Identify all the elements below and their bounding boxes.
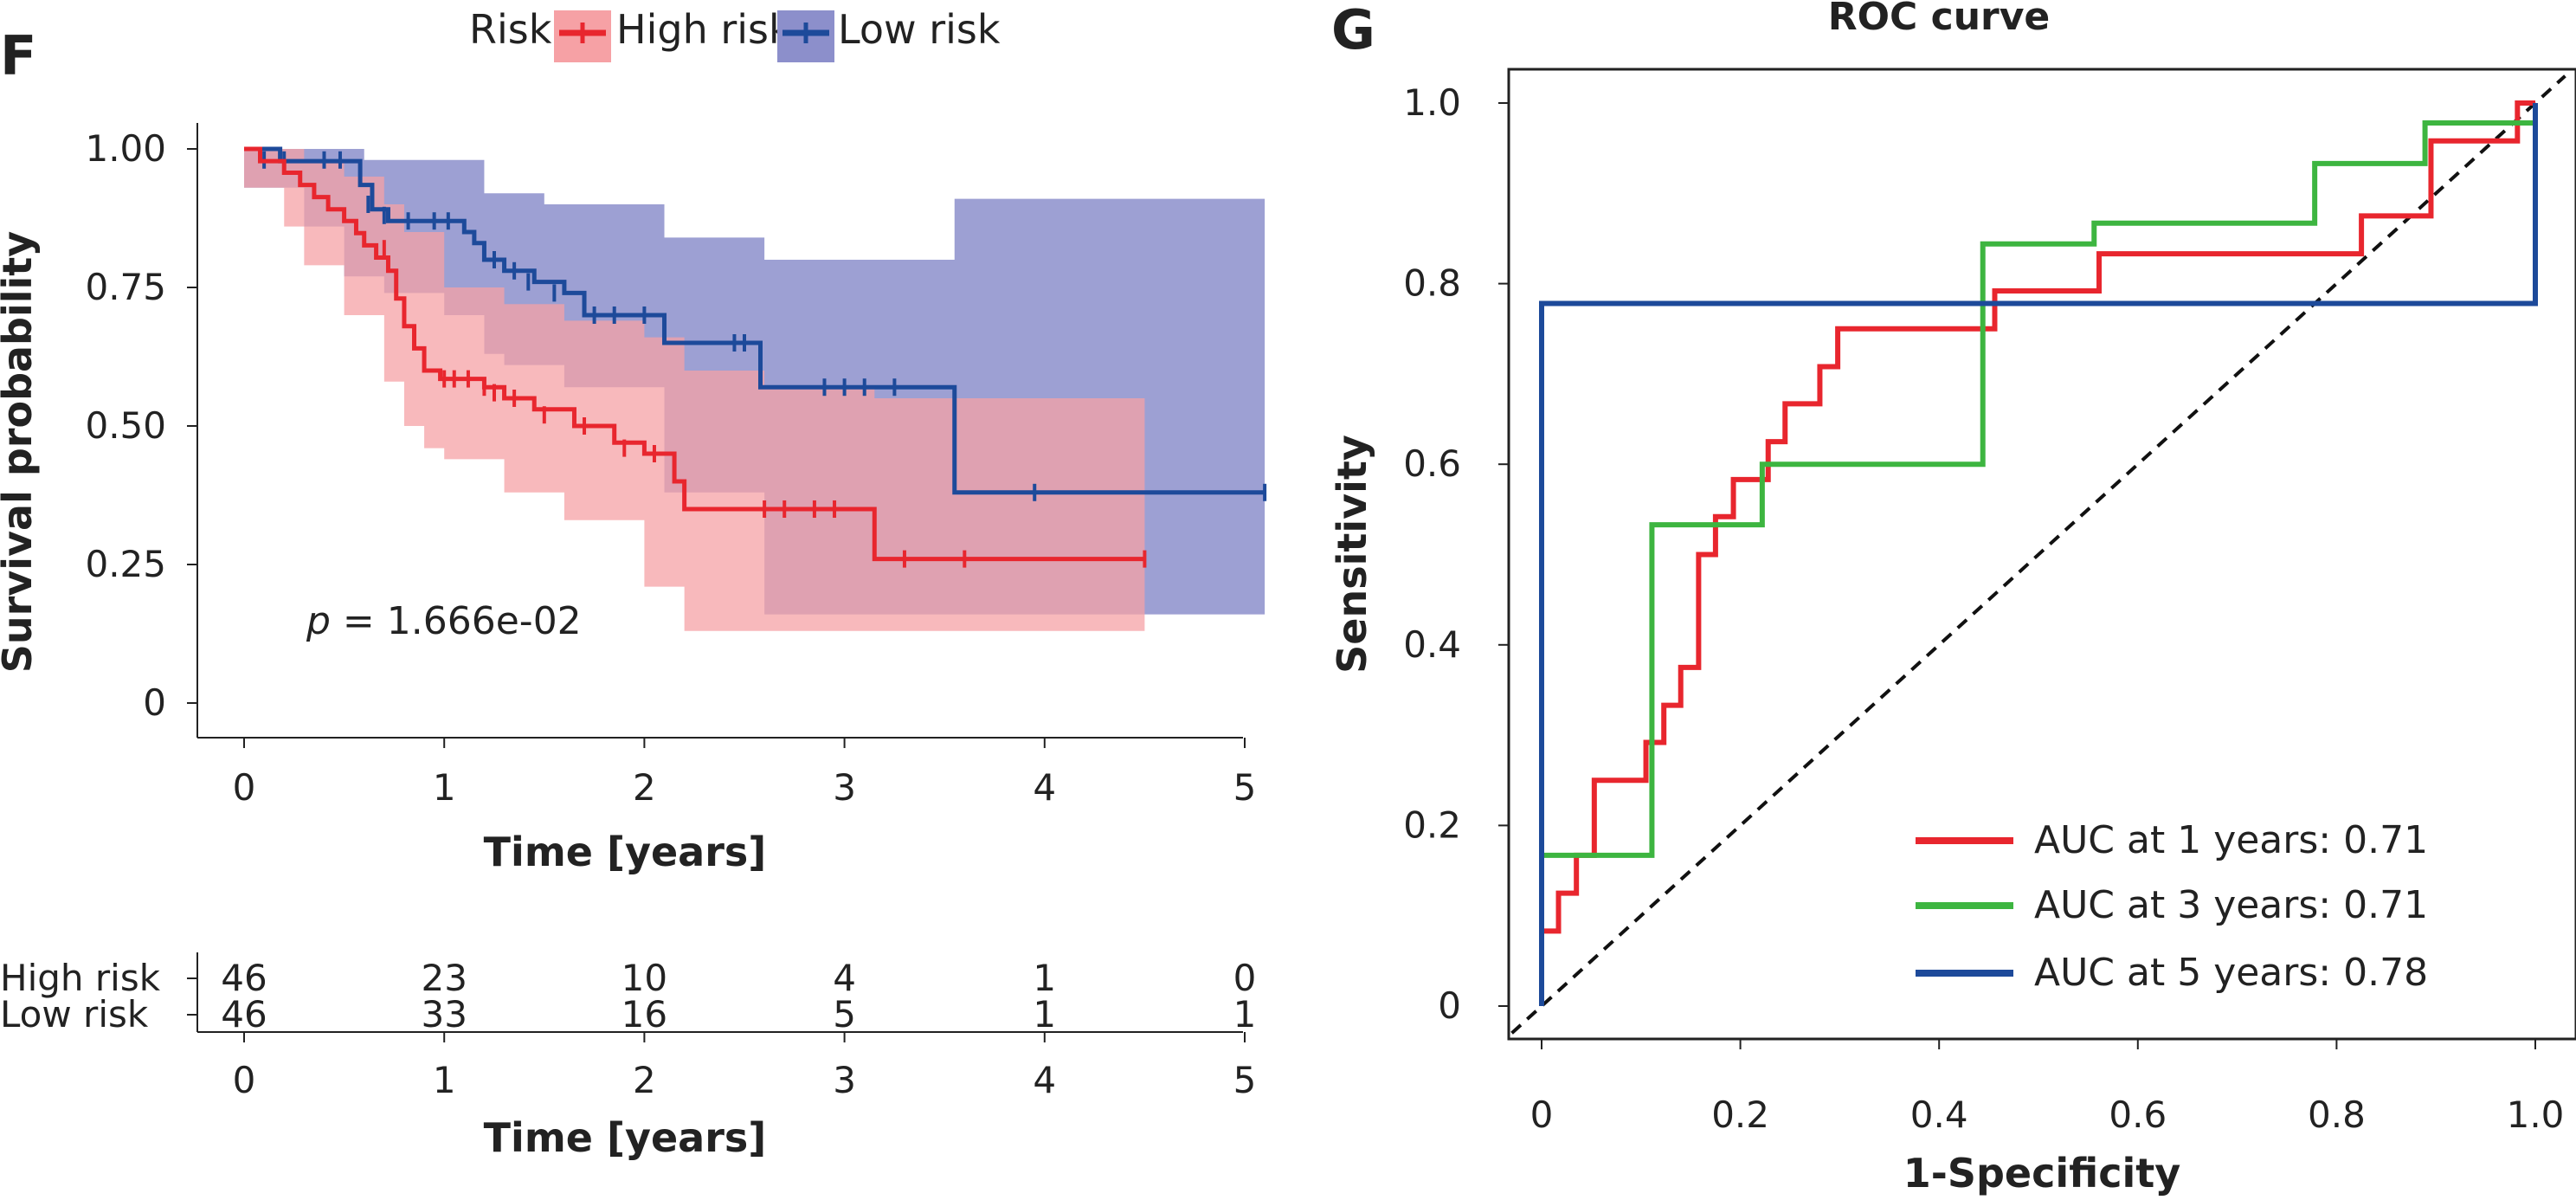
km-y-tick-label: 1.00 [85,127,166,170]
roc-curve-3yr [1539,103,2538,1006]
roc-y-tick-label: 0.4 [1403,623,1461,666]
risk-table-row-label: High risk [0,957,161,999]
km-legend: Risk High risk Low risk [469,6,1001,62]
risk-table-x-tick-label: 5 [1233,1059,1257,1101]
km-y-tick-label: 0.75 [85,266,166,308]
legend-label-low-risk: Low risk [838,6,1001,53]
km-x-axis-label: Time [years] [484,829,767,875]
km-x-tick-label: 2 [633,766,656,809]
km-y-tick-label: 0 [143,681,166,724]
km-plot-area [244,146,1267,631]
roc-curve-1yr [1539,100,2535,1006]
risk-table-cell: 1 [1233,993,1257,1035]
roc-x-tick-label: 0.6 [2109,1094,2167,1136]
km-x-tick-label: 0 [233,766,256,809]
roc-legend-label-5yr: AUC at 5 years: 0.78 [2034,951,2428,995]
legend-title: Risk [469,6,552,53]
km-x-tick-label: 5 [1233,766,1257,809]
roc-x-tick-label: 0.2 [1711,1094,1769,1136]
risk-table-x-tick-label: 3 [833,1059,856,1101]
risk-table-cell: 5 [833,993,856,1035]
roc-plot-frame [1507,68,2576,1041]
km-x-tick-label: 4 [1033,766,1056,809]
risk-table-x-tick-label: 2 [633,1059,656,1101]
roc-y-axis-label: Sensitivity [1329,435,1375,674]
km-y-tick-label: 0.25 [85,543,166,585]
roc-y-tick-label: 0.2 [1403,803,1461,846]
roc-x-tick-label: 0 [1530,1094,1554,1136]
panel-label-f: F [0,24,36,87]
risk-table-x-tick-label: 1 [433,1059,456,1101]
roc-x-tick-label: 0.4 [1910,1094,1968,1136]
roc-curve-5yr [1539,103,2538,1006]
roc-y-tick-label: 0.6 [1403,442,1461,485]
risk-table-cell: 46 [221,993,267,1035]
roc-x-tick-label: 0.8 [2308,1094,2366,1136]
roc-plot-area: 0 0.2 0.4 0.6 0.8 1.0 0 0.2 0.4 0.6 0.8 1.0 [1403,74,2566,1136]
risk-table-cell: 0 [1233,957,1257,999]
km-y-axis-label: Survival probability [0,231,41,674]
km-p-symbol: p [306,599,331,643]
risk-table-x-axis-label: Time [years] [484,1114,767,1161]
risk-table-x-tick-label: 0 [233,1059,256,1101]
roc-y-tick-label: 0.8 [1403,262,1461,305]
risk-table-cell: 4 [833,957,856,999]
roc-title: ROC curve [1828,0,2051,39]
km-axes: 0 1 2 3 4 5 0 0.25 0.50 0.75 1.00 [85,123,1256,809]
risk-table-x-tick-label: 4 [1033,1059,1056,1101]
ci-band-high-risk [244,149,1145,631]
roc-legend: AUC at 1 years: 0.71 AUC at 3 years: 0.71… [1916,818,2428,995]
roc-legend-label-3yr: AUC at 3 years: 0.71 [2034,883,2428,927]
km-y-tick-label: 0.50 [85,404,166,447]
risk-table-cell: 1 [1033,957,1056,999]
risk-table-row-label: Low risk [0,993,149,1035]
risk-table-cell: 46 [221,957,267,999]
risk-table-cell: 16 [621,993,667,1035]
roc-reference-line [1510,74,2566,1035]
km-x-tick-label: 1 [433,766,456,809]
legend-label-high-risk: High risk [616,6,792,53]
risk-table-cell: 10 [621,957,667,999]
risk-table-cell: 1 [1033,993,1056,1035]
risk-table-cell: 33 [421,993,467,1035]
km-p-value: p = 1.666e-02 [306,599,582,643]
roc-y-tick-label: 0 [1438,984,1461,1027]
km-x-tick-label: 3 [833,766,856,809]
survival-curve-high-risk [244,146,1145,562]
km-p-text: = 1.666e-02 [331,599,582,643]
roc-x-tick-label: 1.0 [2507,1094,2565,1136]
roc-legend-label-1yr: AUC at 1 years: 0.71 [2034,818,2428,862]
roc-y-tick-label: 1.0 [1403,81,1461,124]
roc-x-axis-label: 1-Specificity [1903,1150,2181,1197]
panel-label-g: G [1331,0,1375,61]
risk-table-cell: 23 [421,957,467,999]
